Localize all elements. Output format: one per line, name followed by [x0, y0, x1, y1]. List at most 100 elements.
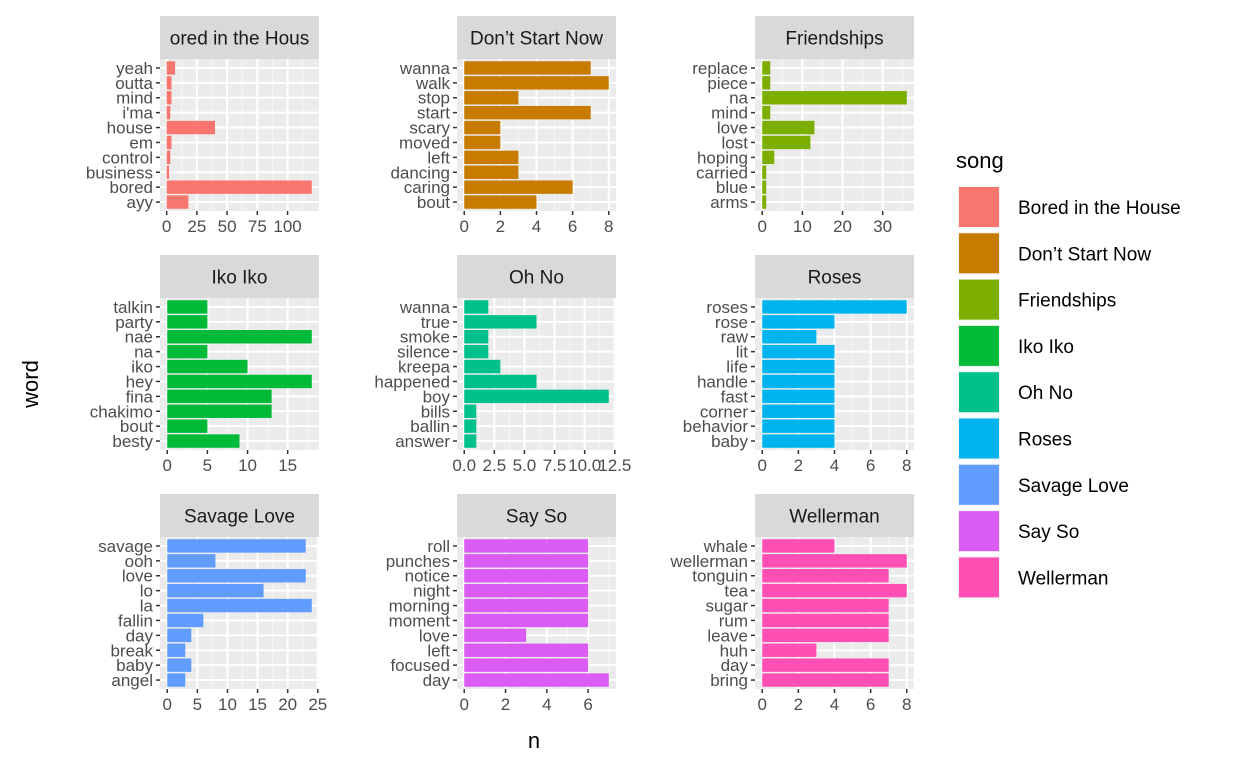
y-tick-label: true	[421, 313, 450, 332]
y-tick-label: replace	[692, 59, 748, 78]
bar-whale	[762, 539, 835, 553]
bar-love	[464, 628, 527, 643]
y-tick-label: angel	[111, 671, 153, 690]
x-tick-label: 0	[459, 695, 468, 714]
y-tick-label: mind	[711, 104, 748, 123]
y-tick-label: baby	[711, 432, 748, 451]
legend-label: Say So	[1018, 522, 1079, 543]
x-tick-label: 15	[248, 695, 267, 714]
facet-title: Savage Love	[184, 507, 295, 528]
y-tick-label: day	[423, 671, 451, 690]
bar-em	[166, 135, 172, 150]
x-tick-label: 10	[793, 217, 812, 236]
legend-swatch	[959, 279, 999, 320]
x-tick-label: 4	[542, 695, 551, 714]
bar-day	[167, 628, 192, 643]
facet-strip	[160, 255, 319, 298]
y-tick-label: notice	[405, 567, 450, 586]
x-tick-label: 5	[203, 456, 212, 475]
y-tick-label: ooh	[125, 552, 153, 571]
legend: song Bored in the House Don’t Start Now Fr…	[956, 148, 1181, 599]
x-tick-label: 0	[162, 217, 171, 236]
y-tick-label: blue	[716, 178, 748, 197]
bar-bout	[464, 195, 537, 209]
bar-tonguin	[762, 569, 889, 583]
x-tick-label: 75	[248, 217, 267, 236]
y-tick-label: control	[102, 148, 153, 167]
x-tick-label: 0	[757, 217, 766, 236]
y-tick-label: start	[417, 104, 450, 123]
bar-fina	[167, 389, 272, 404]
bar-wanna	[464, 300, 489, 314]
facet-panels: ored in the Hous ayyboredbusinesscontrole…	[86, 16, 914, 714]
bar-huh	[762, 643, 817, 657]
y-tick-label: roll	[427, 537, 450, 556]
x-tick-label: 2.5	[483, 456, 507, 475]
y-tick-label: dancing	[390, 163, 450, 182]
panel-7: Savage Love angelbabybreakdayfallinlalolo…	[98, 494, 327, 714]
bar-blue	[762, 180, 767, 194]
y-tick-label: caring	[404, 178, 450, 197]
bar-baby	[762, 434, 835, 448]
y-tick-label: i'ma	[122, 104, 153, 123]
y-tick-label: focused	[390, 656, 450, 675]
y-tick-label: raw	[721, 328, 749, 347]
bar-handle	[762, 374, 835, 389]
facet-strip	[160, 16, 319, 59]
bar-true	[464, 315, 537, 329]
y-tick-label: carried	[696, 163, 748, 182]
y-tick-label: leave	[707, 626, 748, 645]
bar-roses	[762, 300, 907, 314]
y-tick-label: tea	[724, 582, 748, 601]
y-axis-label: word	[18, 360, 43, 409]
legend-swatch	[959, 187, 999, 227]
x-tick-label: 2	[501, 695, 510, 714]
legend-swatch	[959, 557, 999, 598]
bar-love	[167, 569, 306, 583]
bar-focused	[464, 658, 589, 672]
y-tick-label: kreepa	[398, 358, 451, 377]
legend-swatch	[959, 233, 999, 274]
y-tick-label: day	[126, 626, 154, 645]
bar-lo	[167, 583, 264, 598]
y-tick-label: piece	[707, 74, 748, 93]
panel-4: Iko Iko bestyboutchakimofinaheyikonanaepa…	[90, 255, 319, 475]
x-tick-label: 100	[273, 217, 301, 236]
bar-rum	[762, 613, 889, 628]
bar-smoke	[464, 330, 489, 344]
facet-title: Roses	[808, 268, 862, 289]
bar-leave	[762, 628, 889, 643]
facet-title: Wellerman	[789, 507, 879, 528]
x-tick-label: 25	[308, 695, 327, 714]
bar-i'ma	[166, 105, 171, 120]
bar-day	[762, 658, 889, 672]
y-tick-label: yeah	[116, 59, 153, 78]
facet-strip	[457, 494, 616, 537]
y-tick-label: moved	[399, 133, 450, 152]
bar-punches	[464, 554, 589, 568]
y-tick-label: love	[122, 567, 153, 586]
panel-2: Don’t Start Now boutcaringdancingleftmove…	[390, 16, 616, 236]
bar-la	[167, 598, 312, 613]
bar-silence	[464, 344, 489, 359]
bar-savage	[167, 539, 306, 553]
y-tick-label: bring	[710, 671, 748, 690]
y-tick-label: outta	[115, 74, 153, 93]
x-tick-label: 6	[583, 695, 592, 714]
bar-stop	[464, 91, 519, 105]
x-tick-label: 6	[568, 217, 577, 236]
y-tick-label: fast	[721, 387, 749, 406]
facet-title: ored in the Hous	[170, 29, 309, 50]
bar-iko	[167, 359, 248, 374]
bar-ayy	[166, 195, 189, 209]
y-tick-label: wanna	[399, 298, 451, 317]
bar-baby	[167, 658, 192, 672]
x-tick-label: 10.0	[568, 456, 601, 475]
y-tick-label: punches	[386, 552, 450, 571]
y-tick-label: party	[115, 313, 153, 332]
bar-bills	[464, 404, 477, 418]
bar-outta	[166, 76, 172, 90]
panel-3: Friendships armsbluecarriedhopinglostlove…	[692, 16, 914, 236]
legend-label: Bored in the House	[1018, 198, 1181, 219]
